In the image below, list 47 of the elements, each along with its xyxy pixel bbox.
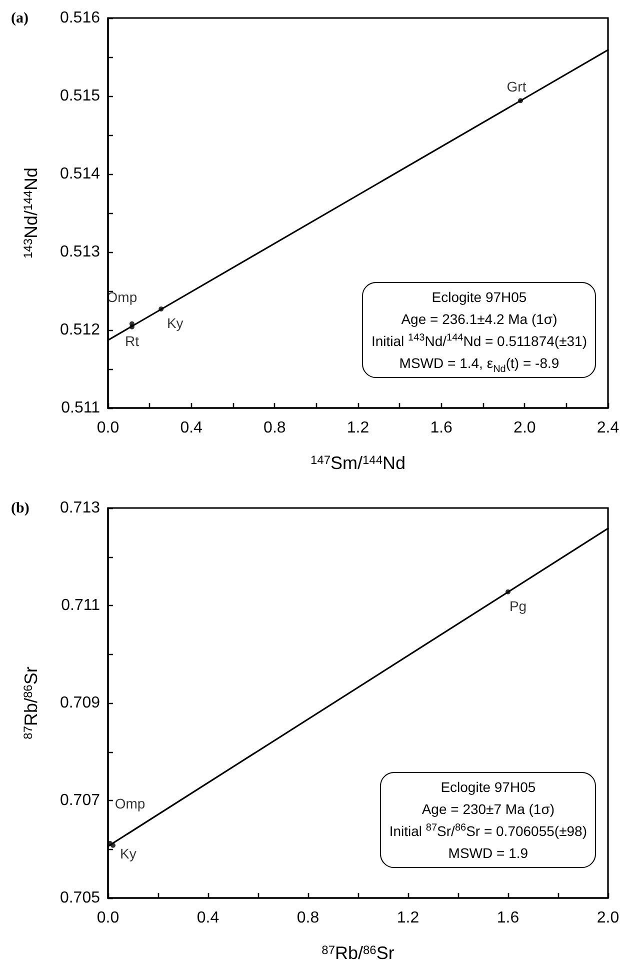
- annotation: Ky: [166, 314, 184, 331]
- x-tick-label: 0.4: [180, 420, 203, 436]
- x-tick-label: 0.0: [96, 910, 120, 926]
- annotation: Rt: [124, 332, 140, 349]
- y-tick-label: 0.709: [60, 694, 100, 712]
- point: [129, 324, 134, 330]
- point: [110, 842, 116, 848]
- point: [518, 98, 523, 104]
- chart-title: (b): [11, 500, 30, 516]
- y-tick-label: 0.707: [60, 792, 100, 809]
- annotation: MSWD = 1.9: [447, 844, 530, 863]
- y-tick-label: 0.515: [60, 88, 100, 104]
- x-tick-label: 2.0: [596, 910, 620, 926]
- annotation: Omp: [114, 795, 146, 812]
- x-tick-label: 0.4: [196, 910, 220, 926]
- y-tick-label: 0.513: [60, 244, 100, 260]
- x-tick-label: 2.4: [596, 420, 620, 436]
- x-tick-label: 2.0: [514, 420, 536, 436]
- x-tick-label: 1.6: [430, 420, 453, 436]
- point: [158, 306, 164, 312]
- annotation: Grt: [506, 78, 526, 95]
- y-axis-title: 87Rb/86Sr: [21, 666, 41, 740]
- y-axis-title: 143Nd/144Nd: [21, 167, 41, 259]
- x-tick-label: 1.6: [496, 910, 520, 926]
- x-tick-label: 1.2: [346, 420, 370, 436]
- y-tick-label: 0.705: [60, 890, 100, 906]
- annotation: Eclogite 97H05: [440, 778, 537, 797]
- y-tick-label: 0.512: [60, 322, 100, 338]
- x-tick-label: 0.8: [264, 420, 286, 436]
- annotation: Initial $^{143}$Nd/$^{144}$Nd = 0.511874(±31): [371, 331, 587, 351]
- annotation: Eclogite 97H05: [430, 288, 528, 307]
- point: [506, 589, 510, 594]
- x-tick-label: 0.8: [296, 910, 320, 926]
- x-tick-label: 0.0: [96, 420, 120, 436]
- y-tick-label: 0.711: [61, 597, 100, 614]
- y-tick-label: 0.514: [60, 166, 100, 182]
- chart-title: (a): [11, 10, 28, 26]
- annotation: Ky: [120, 845, 136, 862]
- y-tick-label: 0.511: [61, 400, 100, 416]
- annotation: Age = 236.1±4.2 Ma (1σ): [400, 310, 558, 329]
- annotation: MSWD = 1.4, ε$_{Nd}$(t) = -8.9: [398, 354, 560, 375]
- annotation: Initial $^{87}$Sr/$^{86}$Sr = 0.706055(±98): [389, 821, 587, 841]
- annotation: Age = 230±7 Ma (1σ): [420, 800, 556, 819]
- y-tick-label: 0.713: [60, 500, 100, 516]
- x-tick-label: 1.2: [396, 910, 420, 926]
- annotation: Pg: [509, 598, 527, 614]
- y-tick-label: 0.516: [60, 10, 100, 26]
